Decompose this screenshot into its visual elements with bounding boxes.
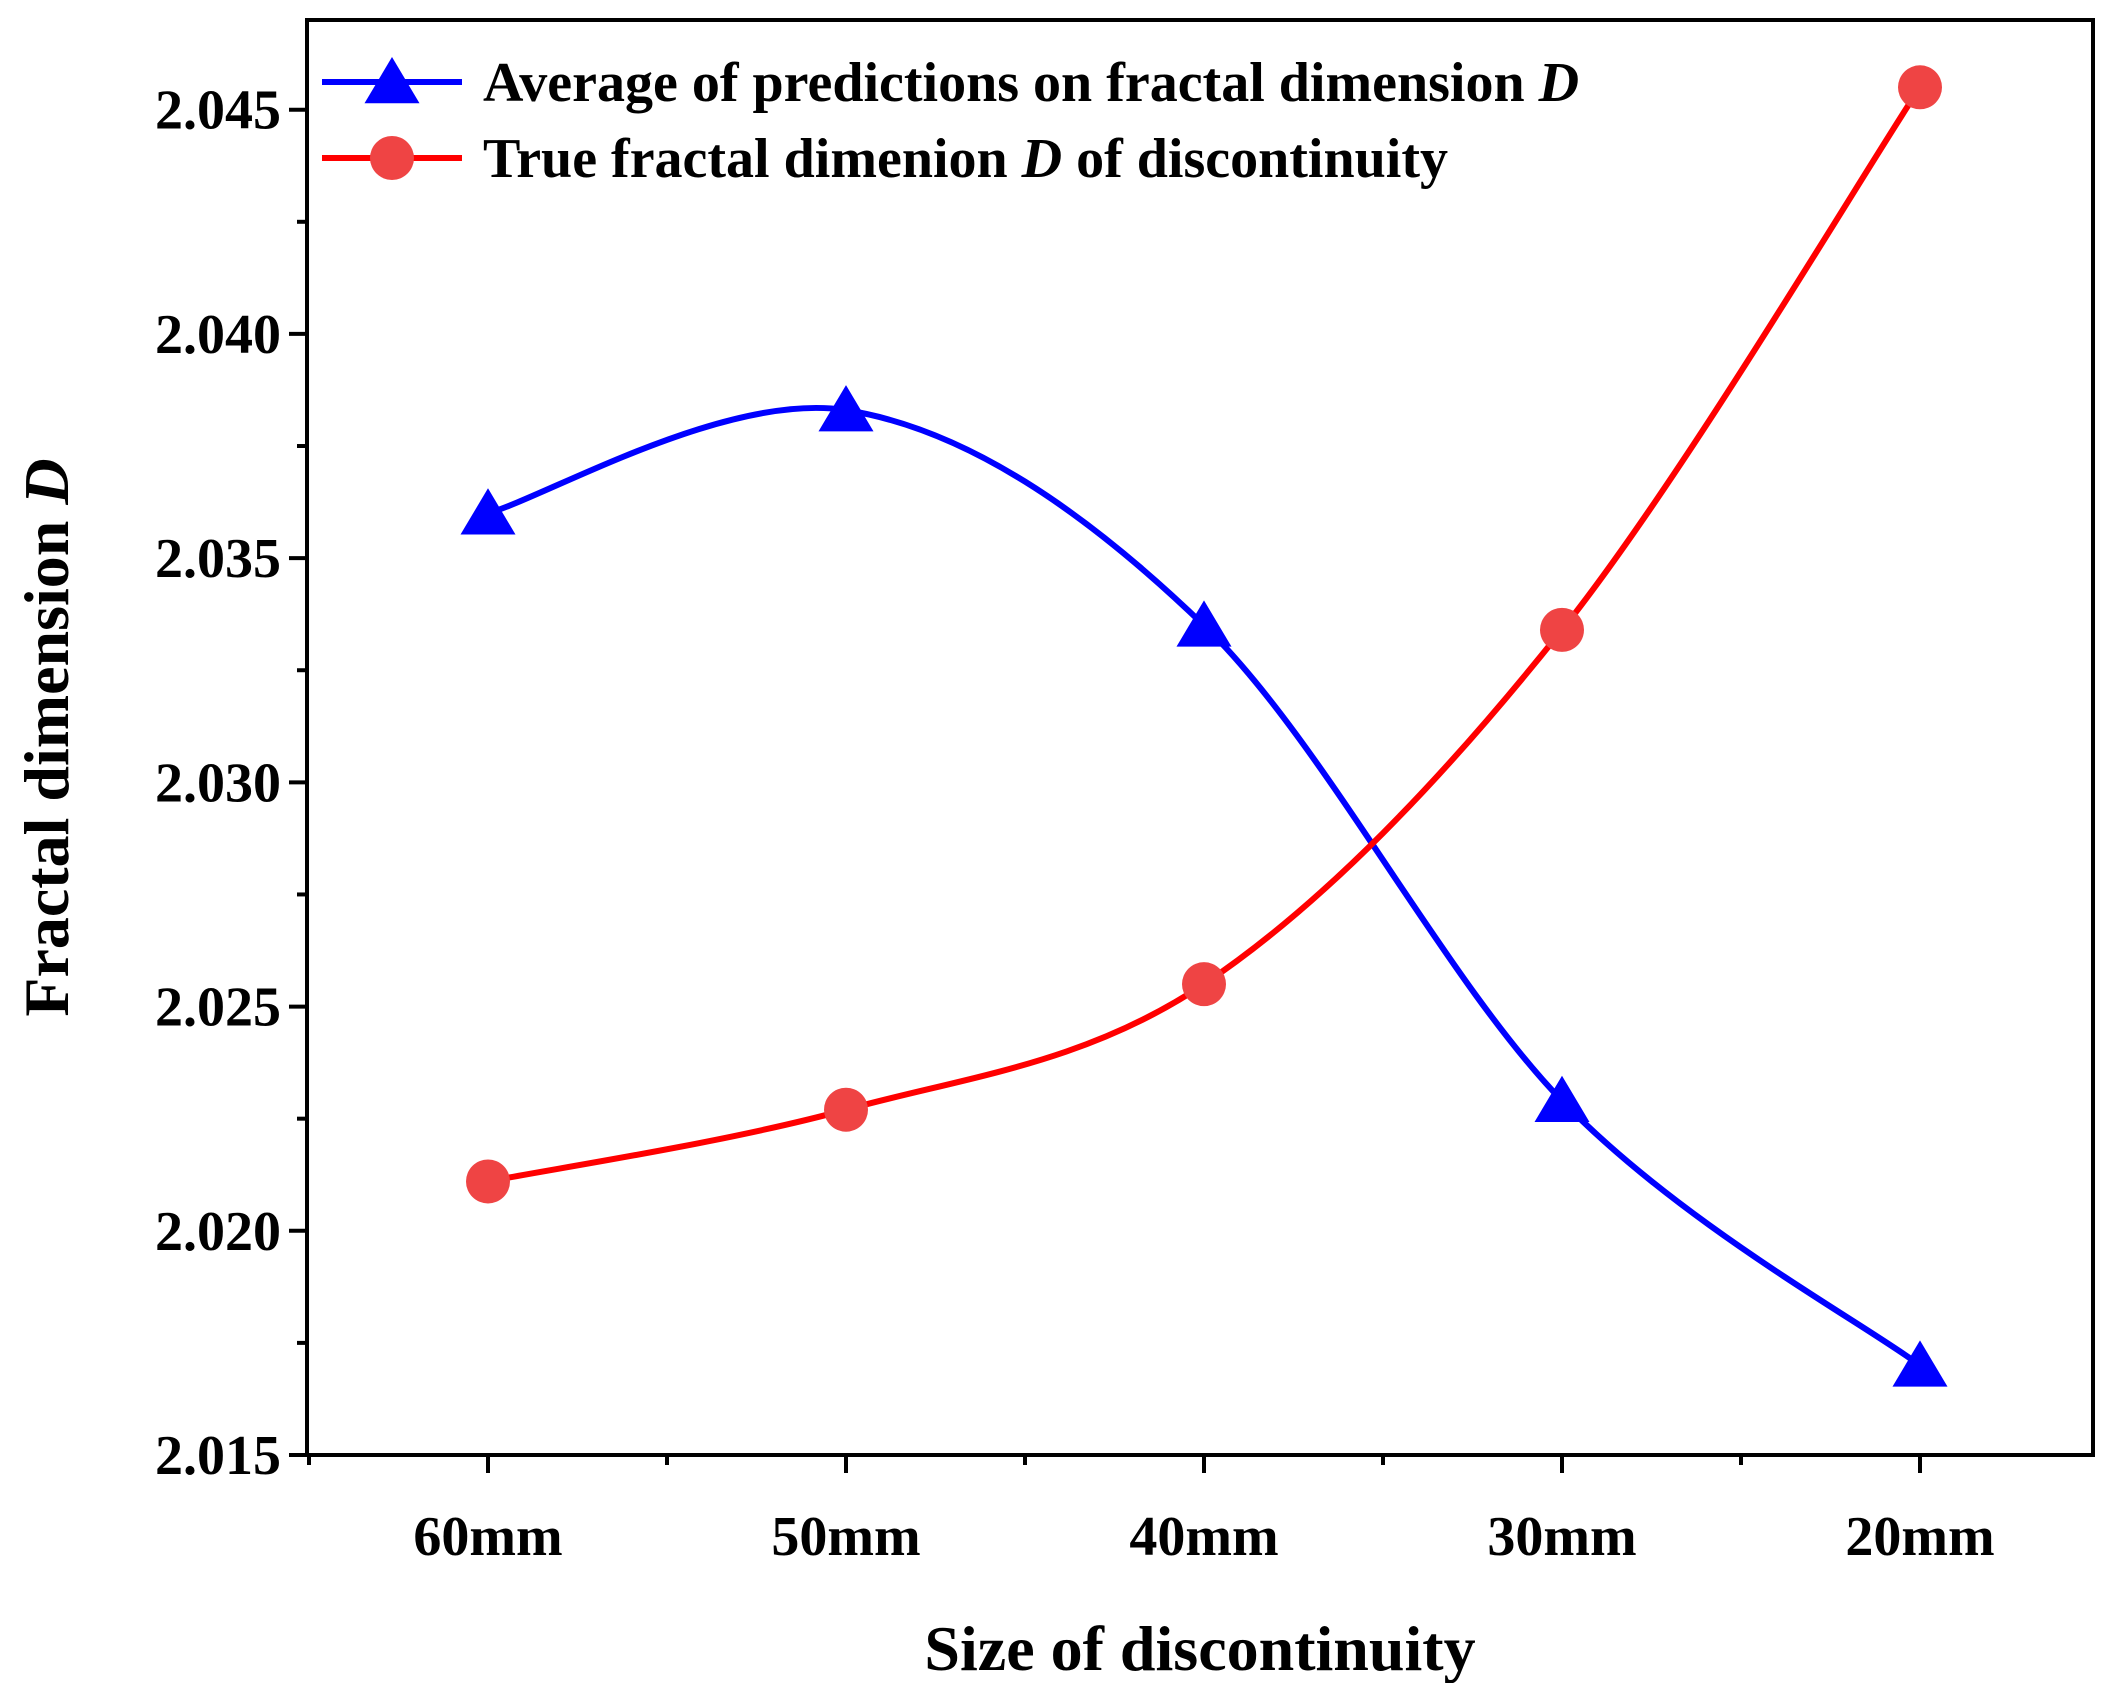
circle-data-point — [1540, 607, 1584, 652]
legend-label: True fractal dimenion D of discontinuity — [483, 128, 1448, 190]
x-tick-label: 60mm — [413, 1506, 562, 1568]
y-tick-label: 2.035 — [155, 528, 281, 590]
y-tick-label: 2.015 — [155, 1425, 281, 1487]
legend-circle-marker — [370, 136, 414, 180]
legend-triangle-marker — [364, 57, 420, 104]
y-axis-ticks: 2.015 2.020 2.025 2.030 2.035 2.040 2.045 — [155, 80, 307, 1487]
series-line — [487, 85, 1923, 1185]
triangle-data-point — [1176, 600, 1232, 647]
x-tick-label: 20mm — [1845, 1506, 1994, 1568]
y-tick-label: 2.045 — [155, 80, 281, 142]
y-tick-label: 2.030 — [155, 752, 281, 814]
y-tick-label: 2.025 — [155, 977, 281, 1039]
series-line — [487, 405, 1922, 1368]
legend-label-symbol: D — [1538, 52, 1579, 114]
x-tick-label: 30mm — [1487, 1506, 1636, 1568]
y-axis-title-symbol: D — [11, 458, 82, 505]
legend-label-symbol: D — [1021, 128, 1062, 190]
y-tick-label: 2.040 — [155, 304, 281, 366]
legend-label-suffix: of discontinuity — [1062, 128, 1448, 190]
circle-data-point — [1898, 65, 1942, 110]
series-lines — [487, 85, 1923, 1368]
triangle-data-point — [1534, 1075, 1590, 1122]
y-axis-title-text: Fractal dimension — [11, 521, 82, 1017]
legend-label-text: Average of predictions on fractal dimens… — [483, 52, 1539, 114]
series-markers — [460, 65, 1948, 1387]
y-tick-label: 2.020 — [155, 1201, 281, 1263]
circle-data-point — [1182, 962, 1226, 1007]
legend: Average of predictions on fractal dimens… — [322, 52, 1579, 190]
triangle-data-point — [818, 385, 874, 432]
circle-data-point — [824, 1087, 868, 1132]
triangle-data-point — [460, 488, 516, 535]
x-tick-label: 50mm — [771, 1506, 920, 1568]
legend-label-text: True fractal dimenion — [483, 128, 1022, 190]
x-tick-label: 40mm — [1129, 1506, 1278, 1568]
y-axis-title: Fractal dimension D — [11, 458, 82, 1016]
legend-label: Average of predictions on fractal dimens… — [483, 52, 1579, 114]
x-axis-title: Size of discontinuity — [924, 1613, 1475, 1683]
circle-data-point — [466, 1159, 510, 1204]
triangle-data-point — [1892, 1340, 1948, 1387]
x-axis-ticks: 60mm 50mm 40mm 30mm 20mm — [307, 1455, 1995, 1568]
plot-frame — [305, 18, 2095, 1457]
